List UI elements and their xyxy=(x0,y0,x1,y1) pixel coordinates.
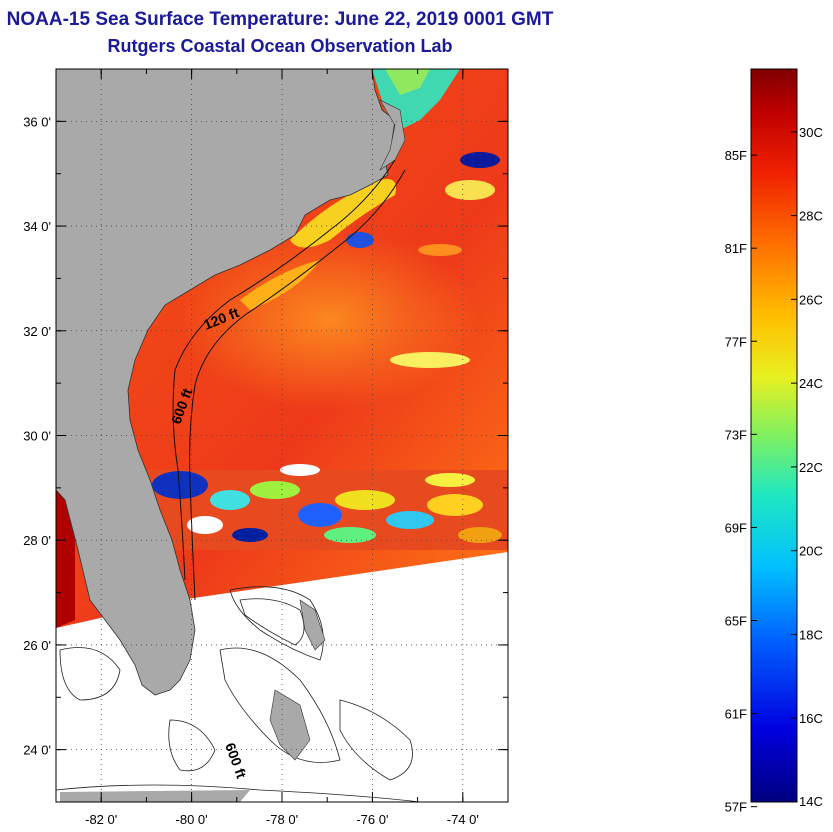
lat-tick-label: 30 0' xyxy=(23,429,51,444)
nearshore-warm-band xyxy=(290,179,396,248)
colorbar-c-label: 28C xyxy=(799,209,823,224)
map-grid xyxy=(56,69,508,802)
lat-tick-label: 28 0' xyxy=(23,533,51,548)
colorbar-f-label: 85F xyxy=(725,148,747,163)
colorbar-f-label: 77F xyxy=(725,334,747,349)
colorbar-labels: 30C 28C 26C 24C 22C 20C 18C 16C 14C 85F 81F 77F 73F 6… xyxy=(725,125,823,815)
contour-600ft xyxy=(189,169,406,601)
colorbar-c-label: 14C xyxy=(799,794,823,809)
lon-tick-label: -76 0' xyxy=(356,812,388,827)
colorbar-c-label: 26C xyxy=(799,292,823,307)
colorbar-c-label: 30C xyxy=(799,125,823,140)
colorbar-f-label: 61F xyxy=(725,707,747,722)
lat-tick-label: 32 0' xyxy=(23,324,51,339)
colorbar-c-label: 18C xyxy=(799,627,823,642)
lon-tick-label: -82 0' xyxy=(85,812,117,827)
lat-tick-label: 34 0' xyxy=(23,219,51,234)
map-axes: 36 0' 34 0' 32 0' 30 0' 28 0' 26 0' 24 0' -82 0… xyxy=(23,68,509,827)
cloud-contaminated-region xyxy=(140,464,508,550)
contour-120ft xyxy=(172,159,396,581)
bahamas-outlines xyxy=(56,586,421,802)
lon-tick-label: -80 0' xyxy=(176,812,208,827)
colorbar-c-label: 24C xyxy=(799,376,823,391)
map-title: NOAA-15 Sea Surface Temperature: June 22… xyxy=(6,9,554,30)
colorbar-f-label: 81F xyxy=(725,241,747,256)
lon-tick-label: -74 0' xyxy=(447,812,479,827)
colorbar-c-label: 22C xyxy=(799,460,823,475)
colorbar-c-label: 20C xyxy=(799,544,823,559)
colorbar-f-label: 65F xyxy=(725,613,747,628)
map-area xyxy=(56,69,508,802)
colorbar xyxy=(750,68,798,803)
colorbar-c-label: 16C xyxy=(799,711,823,726)
colorbar-f-label: 57F xyxy=(725,800,747,815)
map-subtitle: Rutgers Coastal Ocean Observation Lab xyxy=(107,36,453,56)
colorbar-f-label: 69F xyxy=(725,520,747,535)
lat-tick-label: 36 0' xyxy=(23,114,51,129)
lon-tick-label: -78 0' xyxy=(266,812,298,827)
lat-tick-label: 24 0' xyxy=(23,743,51,758)
colorbar-f-label: 73F xyxy=(725,427,747,442)
lat-tick-label: 26 0' xyxy=(23,638,51,653)
